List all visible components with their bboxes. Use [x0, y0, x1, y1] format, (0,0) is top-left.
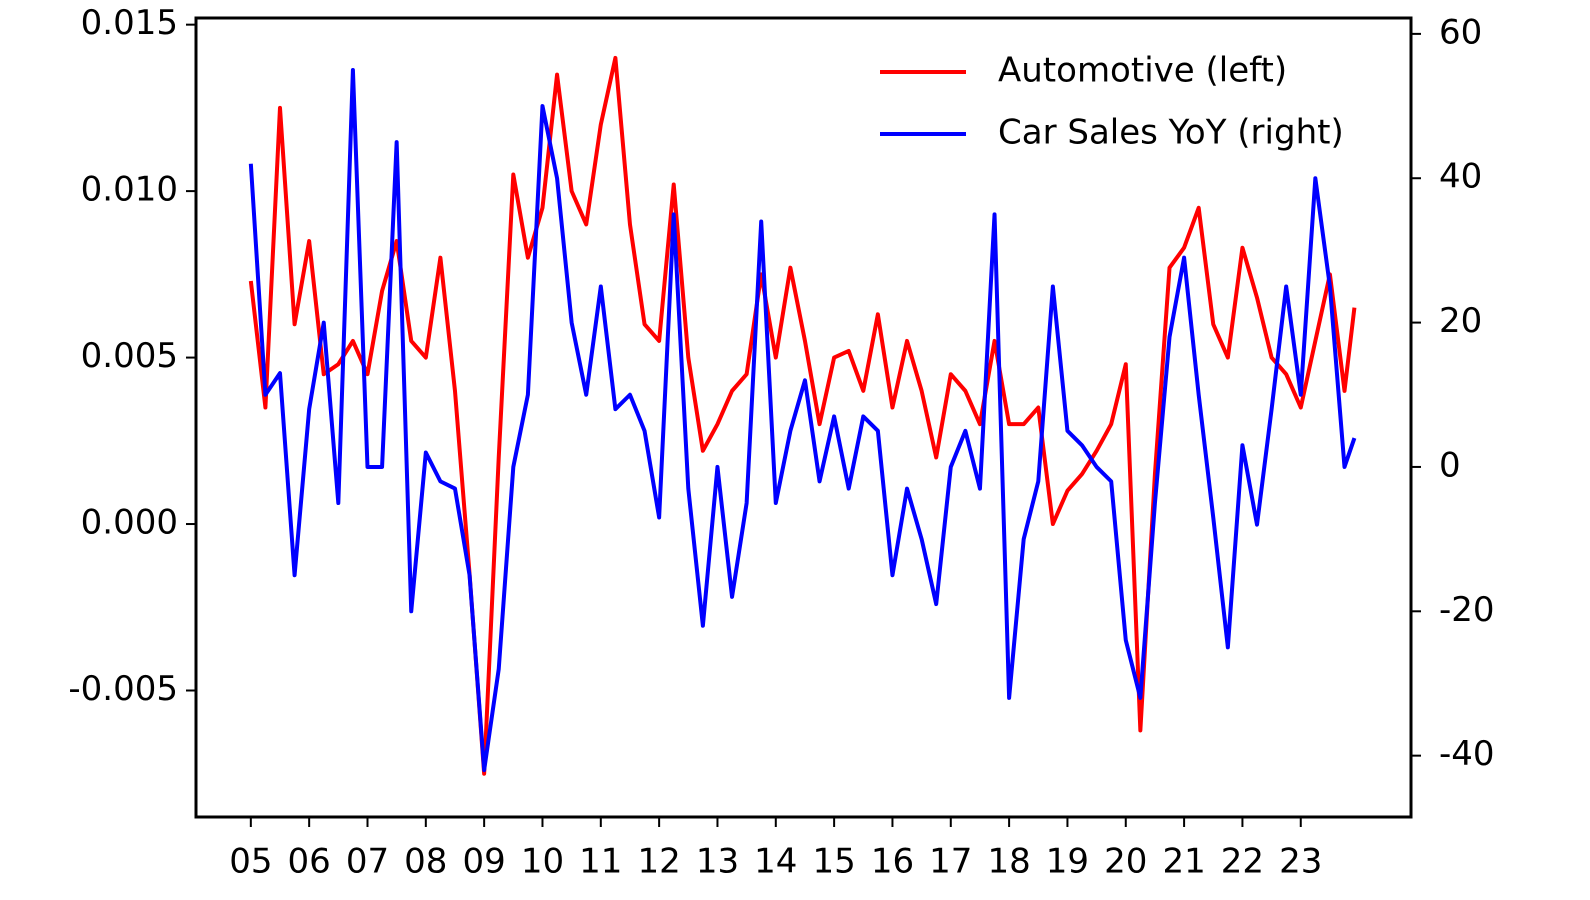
y2-tick-label: 40: [1439, 157, 1482, 197]
y2-tick-label: -40: [1439, 734, 1495, 774]
series-line: [248, 55, 1357, 776]
x-tick-label: 05: [229, 842, 272, 882]
y-tick-label: 0.005: [81, 336, 178, 376]
y-tick-label: 0.010: [81, 170, 178, 210]
x-tick-label: 15: [812, 842, 855, 882]
x-tick-label: 08: [404, 842, 447, 882]
x-tick-label: 23: [1279, 842, 1322, 882]
y-tick-label: -0.005: [68, 669, 178, 709]
x-tick-label: 22: [1221, 842, 1264, 882]
x-tick-label: 17: [929, 842, 972, 882]
plot-frame: [194, 16, 1413, 819]
x-tick-label: 16: [871, 842, 914, 882]
x-tick-label: 20: [1104, 842, 1147, 882]
legend-label: Automotive (left): [998, 51, 1287, 91]
x-tick-label: 21: [1162, 842, 1205, 882]
y2-tick-label: -20: [1439, 590, 1495, 630]
y-tick-label: 0.015: [81, 3, 178, 43]
x-tick-label: 10: [521, 842, 564, 882]
x-tick-label: 14: [754, 842, 797, 882]
y2-tick-label: 0: [1439, 445, 1461, 485]
y2-tick-label: 60: [1439, 12, 1482, 52]
y-tick-label: 0.000: [81, 503, 178, 543]
x-tick-label: 07: [346, 842, 389, 882]
series-line: [248, 67, 1357, 773]
x-tick-label: 09: [463, 842, 506, 882]
x-tick-label: 19: [1046, 842, 1089, 882]
x-tick-label: 18: [987, 842, 1030, 882]
x-tick-label: 13: [696, 842, 739, 882]
legend-label: Car Sales YoY (right): [998, 113, 1344, 153]
y2-tick-label: 20: [1439, 301, 1482, 341]
x-tick-label: 11: [579, 842, 622, 882]
x-tick-label: 12: [638, 842, 681, 882]
x-tick-label: 06: [288, 842, 331, 882]
